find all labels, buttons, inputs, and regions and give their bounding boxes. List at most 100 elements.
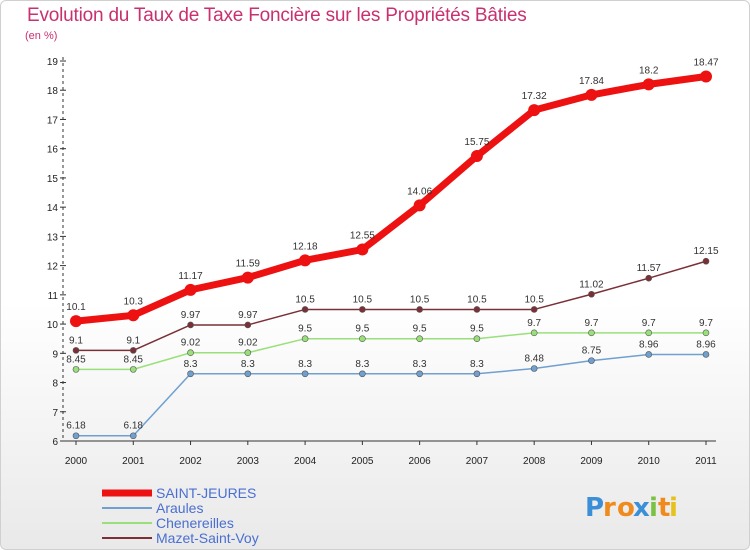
- data-label: 9.5: [470, 324, 484, 335]
- data-point: [359, 306, 366, 313]
- data-point: [301, 306, 309, 313]
- data-label: 6.18: [124, 421, 144, 432]
- data-label: 8.96: [639, 339, 659, 350]
- data-point: [588, 290, 595, 298]
- logo-letter: t: [658, 493, 670, 523]
- data-label: 8.3: [470, 359, 484, 370]
- data-label: 9.1: [69, 335, 83, 346]
- data-point: [702, 329, 710, 337]
- data-label: 10.1: [66, 302, 86, 313]
- proxiti-logo: Pr ox i ti: [585, 493, 678, 523]
- data-point: [413, 199, 426, 212]
- y-tick-label: 12: [47, 262, 59, 273]
- data-point: [530, 329, 538, 337]
- x-tick-label: 2002: [179, 456, 202, 467]
- data-point: [129, 347, 137, 354]
- data-point: [702, 351, 710, 358]
- data-point: [187, 349, 194, 357]
- y-tick-label: 11: [48, 291, 59, 302]
- y-tick-label: 10: [47, 320, 59, 331]
- data-point: [359, 335, 366, 342]
- data-point: [473, 306, 481, 313]
- x-tick-label: 2011: [695, 456, 717, 467]
- data-point: [70, 315, 82, 328]
- data-point: [585, 88, 598, 101]
- x-tick-label: 2003: [237, 456, 260, 467]
- x-tick-label: 2008: [523, 456, 546, 467]
- logo-letter: i: [649, 493, 658, 523]
- data-label: 12.55: [350, 231, 375, 242]
- data-point: [72, 347, 80, 354]
- legend-label: Mazet-Saint-Voy: [156, 530, 259, 546]
- data-point: [588, 357, 595, 364]
- data-point: [244, 321, 252, 329]
- data-point: [645, 351, 653, 358]
- data-label: 9.5: [413, 324, 427, 335]
- data-label: 17.32: [522, 91, 547, 102]
- data-label: 9.7: [527, 318, 541, 329]
- chart-unit: (en %): [25, 30, 58, 42]
- data-point: [700, 70, 712, 83]
- data-point: [416, 335, 423, 342]
- x-tick-label: 2006: [409, 456, 432, 467]
- data-label: 11.57: [637, 263, 662, 274]
- x-tick-label: 2001: [122, 456, 145, 467]
- data-point: [530, 365, 538, 372]
- data-point: [528, 104, 541, 117]
- data-label: 6.18: [66, 421, 86, 432]
- x-tick-label: 2004: [294, 456, 317, 467]
- data-label: 15.75: [464, 137, 489, 148]
- data-label: 8.48: [524, 354, 544, 365]
- y-tick-label: 15: [47, 174, 59, 185]
- data-label: 9.7: [699, 318, 713, 329]
- y-tick-label: 19: [47, 57, 59, 68]
- data-label: 17.84: [579, 76, 604, 87]
- data-point: [473, 335, 481, 342]
- data-label: 9.02: [238, 338, 258, 349]
- data-label: 10.5: [295, 294, 315, 305]
- x-tick-label: 2000: [65, 456, 88, 467]
- series-line-araules: [76, 353, 706, 437]
- data-point: [72, 432, 80, 440]
- data-label: 10.3: [124, 296, 144, 307]
- y-tick-label: 13: [47, 232, 59, 243]
- y-tick-label: 7: [52, 408, 58, 419]
- y-tick-label: 14: [47, 203, 59, 214]
- data-label: 9.5: [355, 324, 369, 335]
- y-tick-label: 18: [47, 86, 59, 97]
- data-point: [299, 254, 312, 267]
- data-point: [416, 306, 423, 313]
- data-label: 9.7: [585, 318, 599, 329]
- logo-letter: x: [633, 493, 650, 523]
- legend-label: Araules: [156, 500, 203, 516]
- data-label: 8.3: [241, 359, 255, 370]
- data-label: 8.3: [413, 359, 427, 370]
- data-label: 8.3: [298, 359, 312, 370]
- data-point: [301, 370, 309, 378]
- data-point: [244, 349, 252, 357]
- data-point: [473, 370, 481, 378]
- y-tick-label: 8: [52, 379, 58, 390]
- data-point: [301, 335, 309, 342]
- data-point: [702, 257, 710, 265]
- data-label: 8.75: [582, 346, 602, 357]
- data-point: [244, 370, 252, 378]
- legend-label: SAINT-JEURES: [156, 485, 256, 501]
- data-label: 9.97: [238, 310, 258, 321]
- data-label: 18.2: [639, 65, 659, 76]
- data-point: [642, 78, 655, 91]
- data-label: 8.3: [355, 359, 369, 370]
- data-point: [416, 370, 423, 378]
- data-point: [187, 370, 194, 378]
- data-point: [645, 329, 653, 337]
- data-label: 8.96: [696, 339, 716, 350]
- data-label: 11.02: [579, 279, 604, 290]
- data-point: [241, 271, 254, 284]
- x-tick-label: 2005: [351, 456, 374, 467]
- logo-letter: r: [603, 493, 616, 523]
- data-label: 12.15: [693, 246, 718, 257]
- data-point: [356, 243, 369, 256]
- data-label: 10.5: [410, 294, 430, 305]
- data-label: 14.06: [407, 186, 432, 197]
